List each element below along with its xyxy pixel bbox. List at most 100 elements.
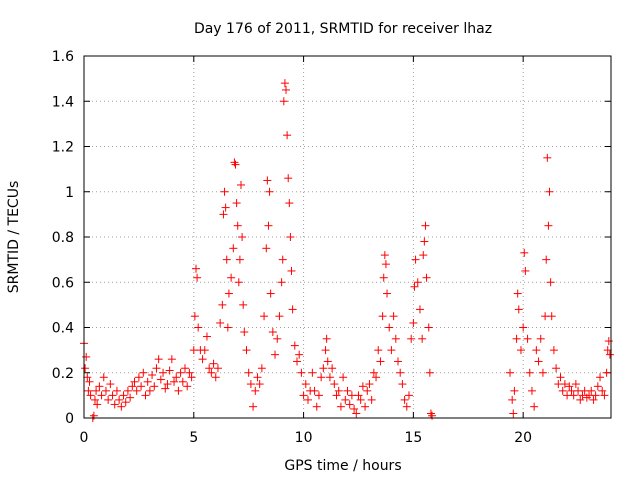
data-point bbox=[224, 289, 233, 298]
data-point bbox=[185, 368, 194, 377]
data-point bbox=[202, 332, 211, 341]
data-point bbox=[163, 380, 172, 389]
data-point bbox=[510, 386, 519, 395]
data-point bbox=[181, 364, 190, 373]
data-point bbox=[132, 386, 141, 395]
data-point bbox=[292, 357, 301, 366]
data-point bbox=[374, 346, 383, 355]
data-point bbox=[110, 400, 119, 409]
data-point bbox=[232, 199, 241, 208]
data-point bbox=[141, 391, 150, 400]
data-point bbox=[211, 373, 220, 382]
data-point bbox=[264, 221, 273, 230]
x-tick-label: 20 bbox=[514, 430, 532, 446]
data-point bbox=[509, 409, 518, 418]
data-point bbox=[419, 251, 428, 260]
x-tick-label: 0 bbox=[80, 430, 89, 446]
data-point bbox=[330, 380, 339, 389]
data-point bbox=[308, 368, 317, 377]
data-point bbox=[200, 346, 209, 355]
data-point bbox=[172, 373, 181, 382]
data-point bbox=[123, 386, 132, 395]
ticks-layer: 0 0.2 0.4 0.6 0.8 1 1.2 1.4 1.6 0 5 10 15 20 bbox=[52, 49, 611, 446]
data-point bbox=[532, 346, 541, 355]
data-point bbox=[605, 350, 614, 359]
data-point bbox=[159, 368, 168, 377]
data-point bbox=[260, 312, 269, 321]
data-point bbox=[387, 346, 396, 355]
data-point bbox=[391, 334, 400, 343]
data-point bbox=[85, 377, 94, 386]
data-point bbox=[238, 233, 247, 241]
data-point bbox=[148, 371, 157, 380]
data-point bbox=[150, 382, 159, 391]
data-point bbox=[220, 187, 229, 196]
data-point bbox=[262, 244, 271, 253]
data-point bbox=[101, 386, 110, 395]
data-point bbox=[231, 160, 240, 169]
data-point bbox=[372, 373, 381, 382]
data-point bbox=[265, 187, 274, 196]
data-point bbox=[237, 180, 246, 189]
data-point bbox=[83, 373, 92, 382]
data-point bbox=[81, 364, 90, 373]
data-point bbox=[523, 334, 532, 343]
y-tick-label: 0.6 bbox=[52, 275, 74, 291]
y-tick-label: 0.2 bbox=[52, 366, 74, 382]
data-point bbox=[191, 264, 200, 273]
data-point bbox=[216, 318, 225, 327]
data-point bbox=[394, 357, 403, 366]
data-point bbox=[604, 337, 613, 346]
data-point bbox=[249, 402, 258, 411]
data-point bbox=[205, 364, 214, 373]
data-point bbox=[546, 278, 555, 287]
data-point bbox=[112, 386, 121, 395]
data-point bbox=[389, 312, 398, 321]
data-point bbox=[310, 386, 319, 395]
data-point bbox=[283, 131, 292, 140]
y-tick-label: 0 bbox=[65, 411, 74, 427]
data-point bbox=[106, 380, 115, 389]
data-point bbox=[334, 386, 343, 395]
data-point bbox=[519, 323, 528, 332]
data-point bbox=[418, 334, 427, 343]
data-point bbox=[134, 373, 143, 382]
data-point bbox=[512, 334, 521, 343]
data-point bbox=[411, 255, 420, 264]
data-point bbox=[328, 364, 337, 373]
y-axis-label: SRMTID / TECUs bbox=[6, 181, 22, 294]
data-point bbox=[556, 373, 565, 382]
data-point bbox=[219, 210, 228, 219]
data-point bbox=[229, 244, 238, 253]
data-point bbox=[145, 386, 154, 395]
data-point bbox=[413, 278, 422, 287]
data-point bbox=[233, 221, 242, 230]
data-point bbox=[425, 368, 434, 377]
data-point bbox=[325, 373, 334, 382]
data-point bbox=[365, 380, 374, 389]
data-point bbox=[420, 237, 429, 246]
data-point bbox=[378, 312, 387, 321]
data-point bbox=[589, 395, 598, 404]
data-point bbox=[363, 386, 372, 395]
data-point bbox=[183, 382, 192, 391]
data-point bbox=[117, 402, 126, 411]
data-point bbox=[367, 395, 376, 404]
data-point bbox=[161, 384, 170, 393]
points-layer bbox=[80, 79, 614, 422]
data-point bbox=[170, 377, 179, 386]
data-point bbox=[513, 289, 522, 298]
data-point bbox=[251, 386, 260, 395]
data-point bbox=[549, 346, 558, 355]
data-point bbox=[82, 352, 91, 361]
data-point bbox=[385, 323, 394, 332]
data-point bbox=[398, 380, 407, 389]
data-point bbox=[321, 346, 330, 355]
grid-layer bbox=[84, 56, 611, 418]
data-point bbox=[284, 174, 293, 183]
data-point bbox=[421, 221, 430, 230]
data-point bbox=[380, 251, 389, 260]
data-point bbox=[582, 393, 591, 402]
data-point bbox=[400, 395, 409, 404]
data-point bbox=[176, 368, 185, 377]
